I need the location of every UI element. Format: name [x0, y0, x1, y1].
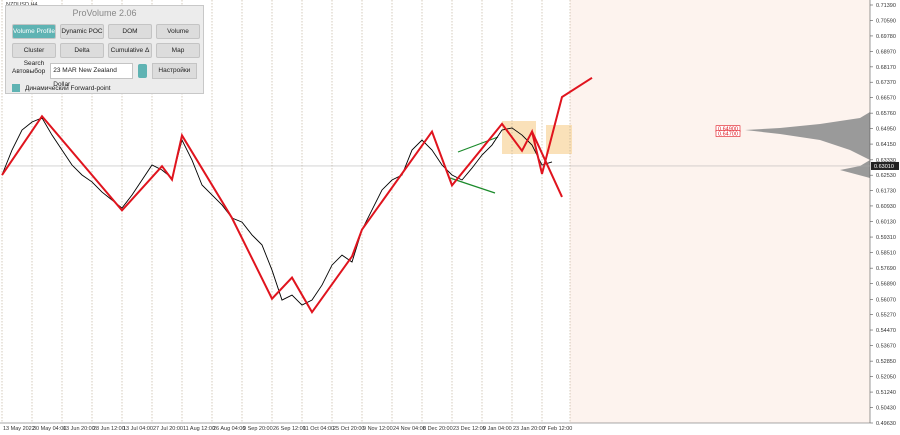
triangle-line — [449, 177, 496, 194]
tool-button[interactable]: Dynamic POC — [60, 24, 104, 39]
y-tick-label: 0.54470 — [876, 328, 896, 334]
dropdown-button[interactable] — [137, 64, 147, 78]
forward-point: Динамический Forward-point — [25, 84, 111, 92]
x-tick-label: 24 Nov 04:00 — [393, 426, 426, 432]
triangle-line — [457, 136, 499, 153]
panel-title: ProVolume 2.06 — [72, 8, 137, 18]
y-tick-label: 0.65760 — [876, 111, 896, 117]
x-tick-label: 30 May 04:00 — [33, 426, 66, 432]
zigzag-line — [1, 76, 593, 315]
y-tick-label: 0.62530 — [876, 173, 896, 179]
y-tick-label: 0.51240 — [876, 390, 896, 396]
settings-button[interactable]: Настройки — [151, 63, 197, 79]
x-tick-label: 11 Aug 12:00 — [183, 426, 215, 432]
y-tick-label: 0.59310 — [876, 235, 896, 241]
y-tick-label: 0.60130 — [876, 219, 896, 225]
instrument-row: Автовыбор 23 MAR New Zealand Dollar Наст… — [6, 58, 203, 88]
tool-button[interactable]: Volume Profile — [12, 24, 56, 39]
x-tick-label: 28 Jun 12:00 — [93, 426, 125, 432]
x-tick-label: 13 May 2022 — [3, 426, 35, 432]
y-tick-label: 0.58510 — [876, 250, 896, 256]
y-tick-label: 0.50430 — [876, 406, 896, 412]
y-tick-label: 0.63330 — [876, 158, 896, 164]
y-tick-label: 0.71390 — [876, 3, 896, 9]
forward-row: Динамический Forward-point — [6, 79, 203, 92]
tool-button[interactable]: Cumulative Δ — [108, 43, 152, 58]
y-tick-label: 0.52050 — [876, 375, 896, 381]
instrument-dropdown[interactable]: 23 MAR New Zealand Dollar — [50, 63, 133, 88]
x-tick-label: 23 Jan 20:00 — [513, 426, 545, 432]
x-tick-label: 13 Jun 20:00 — [63, 426, 95, 432]
y-tick-label: 0.56890 — [876, 282, 896, 288]
x-tick-label: 23 Dec 12:00 — [453, 426, 486, 432]
projection-line — [531, 131, 563, 198]
level-label: 0.64900 — [718, 127, 738, 133]
x-tick-label: 25 Oct 20:00 — [333, 426, 365, 432]
level-label: 0.64700 — [718, 132, 738, 138]
y-tick-label: 0.68970 — [876, 49, 896, 55]
x-tick-label: 27 Jul 20:00 — [153, 426, 183, 432]
y-tick-label: 0.55270 — [876, 313, 896, 319]
y-tick-label: 0.56070 — [876, 297, 896, 303]
tool-button[interactable]: DOM — [108, 24, 152, 39]
tool-button[interactable]: Map — [156, 43, 200, 58]
x-tick-label: 13 Jul 04:00 — [123, 426, 153, 432]
x-tick-label: 26 Sep 12:00 — [273, 426, 306, 432]
y-tick-label: 0.70590 — [876, 18, 896, 24]
y-tick-label: 0.49630 — [876, 421, 896, 427]
x-tick-label: 11 Oct 04:00 — [303, 426, 334, 432]
tool-button[interactable]: Cluster Search — [12, 43, 56, 67]
future-area — [570, 0, 870, 423]
y-tick-label: 0.60930 — [876, 204, 896, 210]
x-tick-label: 7 Feb 12:00 — [543, 426, 572, 432]
y-tick-label: 0.61730 — [876, 189, 896, 195]
level-marker — [715, 130, 741, 137]
x-tick-label: 8 Dec 20:00 — [423, 426, 453, 432]
tool-button[interactable]: Delta — [60, 43, 104, 58]
zone — [502, 121, 536, 154]
x-tick-label: 26 Aug 04:00 — [213, 426, 245, 432]
current-price-box — [871, 161, 899, 170]
y-tick-label: 0.67370 — [876, 80, 896, 86]
x-tick-label: 9 Jan 04:00 — [483, 426, 512, 432]
auto-select[interactable]: Автовыбор — [12, 67, 46, 75]
y-tick-label: 0.52850 — [876, 359, 896, 365]
tool-button[interactable]: Volume — [156, 24, 200, 39]
toggle[interactable] — [12, 84, 20, 92]
x-tick-label: 9 Nov 12:00 — [363, 426, 393, 432]
x-tick-label: 9 Sep 20:00 — [243, 426, 273, 432]
current-price-label: 0.63010 — [874, 164, 894, 170]
y-tick-label: 0.66570 — [876, 96, 896, 102]
zone — [546, 125, 572, 154]
volume-profile — [745, 112, 870, 178]
y-tick-label: 0.69780 — [876, 34, 896, 40]
y-tick-label: 0.68170 — [876, 65, 896, 71]
y-tick-label: 0.53670 — [876, 343, 896, 349]
button-grid: Volume Profile Dynamic POC DOM Volume Cluste… — [6, 20, 203, 67]
y-tick-label: 0.57690 — [876, 266, 896, 272]
y-tick-label: 0.64950 — [876, 127, 896, 133]
price-line — [1, 117, 553, 306]
provolume-panel: ProVolume 2.06 Volume Profile Dynamic POC… — [5, 5, 204, 94]
y-tick-label: 0.64150 — [876, 142, 896, 148]
